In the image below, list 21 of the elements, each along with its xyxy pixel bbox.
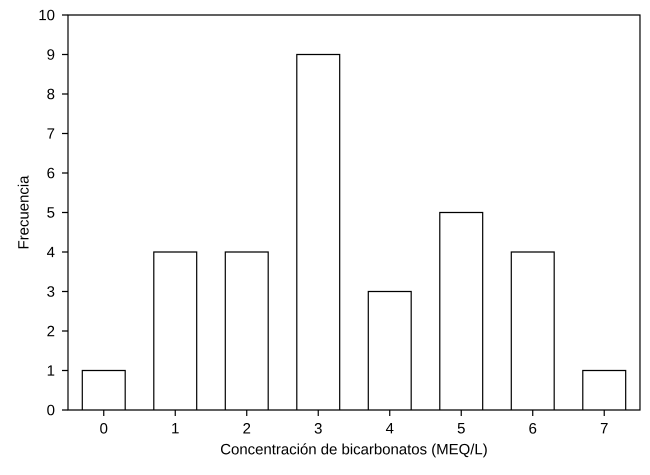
y-tick-label: 10 bbox=[39, 10, 54, 20]
y-tick-label: 5 bbox=[47, 207, 54, 218]
y-tick-label: 3 bbox=[47, 286, 54, 297]
y-tick-label: 2 bbox=[47, 326, 54, 336]
x-tick-label: 1 bbox=[172, 423, 179, 434]
y-tick-label: 6 bbox=[47, 168, 54, 178]
y-tick-label: 4 bbox=[46, 246, 55, 258]
x-tick-label: 3 bbox=[314, 423, 322, 434]
y-axis-title: Frecuencia bbox=[18, 176, 29, 248]
y-tick-label: 1 bbox=[48, 365, 54, 376]
x-tick-label: 5 bbox=[458, 423, 465, 434]
x-tick-label: 6 bbox=[529, 423, 536, 434]
y-tick-label: 8 bbox=[47, 88, 54, 100]
x-tick-label: 4 bbox=[386, 423, 394, 434]
y-tick-label: 7 bbox=[47, 128, 54, 139]
x-tick-label: 2 bbox=[243, 423, 250, 434]
y-tick-label: 9 bbox=[47, 49, 54, 60]
y-tick-label: 0 bbox=[47, 404, 54, 416]
x-tick-label: 7 bbox=[600, 423, 608, 434]
x-tick-label: 0 bbox=[100, 423, 108, 434]
x-axis-title: Concentración de bicarbonatos (MEQ/L) bbox=[221, 443, 487, 458]
